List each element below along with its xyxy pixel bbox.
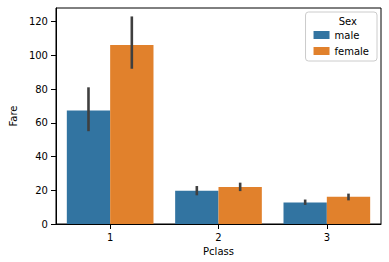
svg-text:Sex: Sex	[339, 16, 357, 27]
svg-text:3: 3	[324, 232, 330, 243]
svg-text:40: 40	[35, 151, 48, 162]
svg-text:1: 1	[107, 232, 113, 243]
svg-text:100: 100	[29, 50, 48, 61]
svg-text:20: 20	[35, 185, 48, 196]
svg-text:80: 80	[35, 84, 48, 95]
svg-text:Pclass: Pclass	[203, 246, 234, 257]
svg-text:0: 0	[42, 219, 48, 230]
svg-text:male: male	[335, 30, 360, 41]
svg-text:60: 60	[35, 117, 48, 128]
svg-text:120: 120	[29, 16, 48, 27]
svg-text:female: female	[335, 46, 369, 57]
svg-text:2: 2	[215, 232, 221, 243]
svg-text:Fare: Fare	[8, 105, 19, 126]
